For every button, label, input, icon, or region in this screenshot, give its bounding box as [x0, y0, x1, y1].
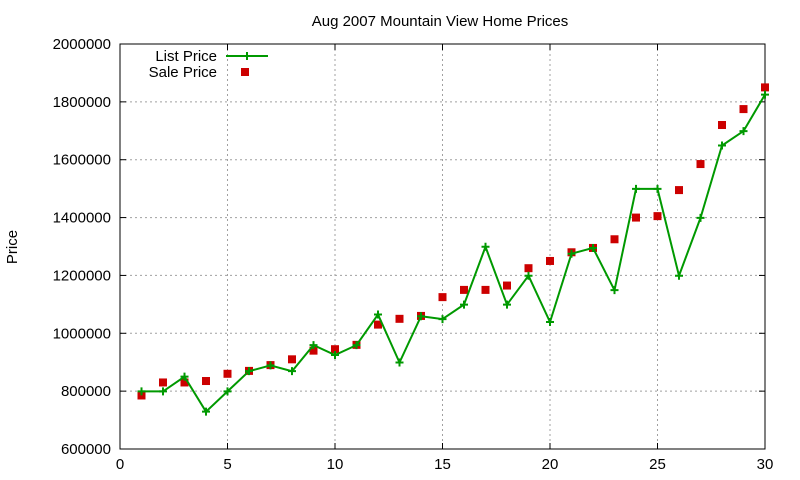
- x-tick-label: 30: [757, 456, 774, 473]
- sale-price-point: [288, 355, 296, 364]
- list-price-point: [245, 367, 253, 376]
- sale-price-point: [718, 121, 726, 129]
- y-tick-label: 1600000: [53, 152, 111, 169]
- list-price-point: [438, 315, 447, 324]
- x-tick-label: 20: [542, 456, 559, 473]
- list-price-point: [331, 350, 339, 359]
- sale-price-point: [309, 346, 318, 355]
- sale-price-point: [610, 235, 619, 244]
- legend-label-list-price: List Price: [155, 48, 217, 65]
- chart-title: Aug 2007 Mountain View Home Prices: [312, 13, 569, 30]
- list-price-point: [374, 310, 382, 319]
- sale-price-point: [395, 314, 404, 323]
- sale-price-point: [180, 378, 189, 387]
- y-tick-label: 1000000: [53, 325, 111, 342]
- sale-price-point: [653, 212, 662, 221]
- y-tick-label: 1800000: [53, 94, 111, 111]
- x-tick-label: 10: [327, 456, 344, 473]
- grid: [120, 44, 765, 449]
- list-price-point: [675, 271, 683, 280]
- list-price-point: [460, 300, 468, 309]
- list-price-point: [653, 184, 662, 193]
- legend-marker-list-price: [243, 52, 251, 60]
- list-price-line: [141, 94, 766, 414]
- list-price-point: [503, 300, 511, 309]
- list-price-point: [309, 341, 318, 350]
- list-price-point: [223, 387, 232, 396]
- legend-label-sale-price: Sale Price: [149, 64, 217, 81]
- list-price-point: [589, 243, 597, 252]
- list-price-point: [180, 372, 189, 381]
- list-price-point: [202, 407, 210, 416]
- sale-price-point: [696, 160, 705, 169]
- sale-price-point: [223, 369, 232, 378]
- sale-price-point: [739, 105, 748, 114]
- sale-price-point: [524, 264, 533, 273]
- y-tick-label: 2000000: [53, 36, 111, 53]
- y-tick-label: 800000: [61, 383, 111, 400]
- list-price-point: [546, 318, 554, 327]
- list-price-point: [696, 213, 705, 222]
- sale-price-point: [481, 285, 490, 294]
- sale-price-point: [438, 293, 447, 302]
- sale-price-point: [374, 320, 382, 329]
- list-price-point: [159, 387, 167, 396]
- sale-price-point: [503, 281, 511, 290]
- x-tick-label: 15: [434, 456, 451, 473]
- sale-price-point: [675, 186, 683, 195]
- sale-price-point: [202, 377, 210, 386]
- sale-price-point: [632, 213, 640, 222]
- list-price-point: [481, 242, 490, 251]
- list-price-point: [417, 312, 425, 321]
- list-price-point: [137, 387, 146, 396]
- list-price-point: [266, 361, 275, 370]
- list-price-point: [610, 286, 619, 295]
- list-price-point: [567, 249, 576, 258]
- x-tick-label: 0: [116, 456, 124, 473]
- x-tick-label: 5: [223, 456, 231, 473]
- list-price-point: [352, 341, 361, 350]
- sale-price-point: [331, 345, 339, 354]
- y-tick-label: 1200000: [53, 267, 111, 284]
- list-price-point: [524, 271, 533, 280]
- list-price-point: [718, 141, 726, 150]
- sale-price-point: [546, 256, 554, 265]
- list-price-point: [395, 358, 404, 367]
- list-price-point: [288, 367, 296, 376]
- legend-marker-sale-price: [241, 68, 249, 76]
- sale-price-point: [761, 83, 769, 92]
- list-price-point: [632, 184, 640, 193]
- sale-price-point: [159, 378, 167, 387]
- list-price-point: [761, 90, 769, 99]
- y-axis-label: Price: [4, 230, 21, 264]
- sale-price-point: [460, 285, 468, 294]
- y-tick-label: 1400000: [53, 210, 111, 227]
- axes: 0 5 10 15 20 25 30 600000 800000 1000000 1200000 14…: [53, 36, 774, 473]
- plot-area: [137, 83, 769, 416]
- y-tick-label: 600000: [61, 441, 111, 458]
- list-price-point: [739, 127, 748, 136]
- sale-price-point: [137, 391, 146, 400]
- x-tick-label: 25: [649, 456, 666, 473]
